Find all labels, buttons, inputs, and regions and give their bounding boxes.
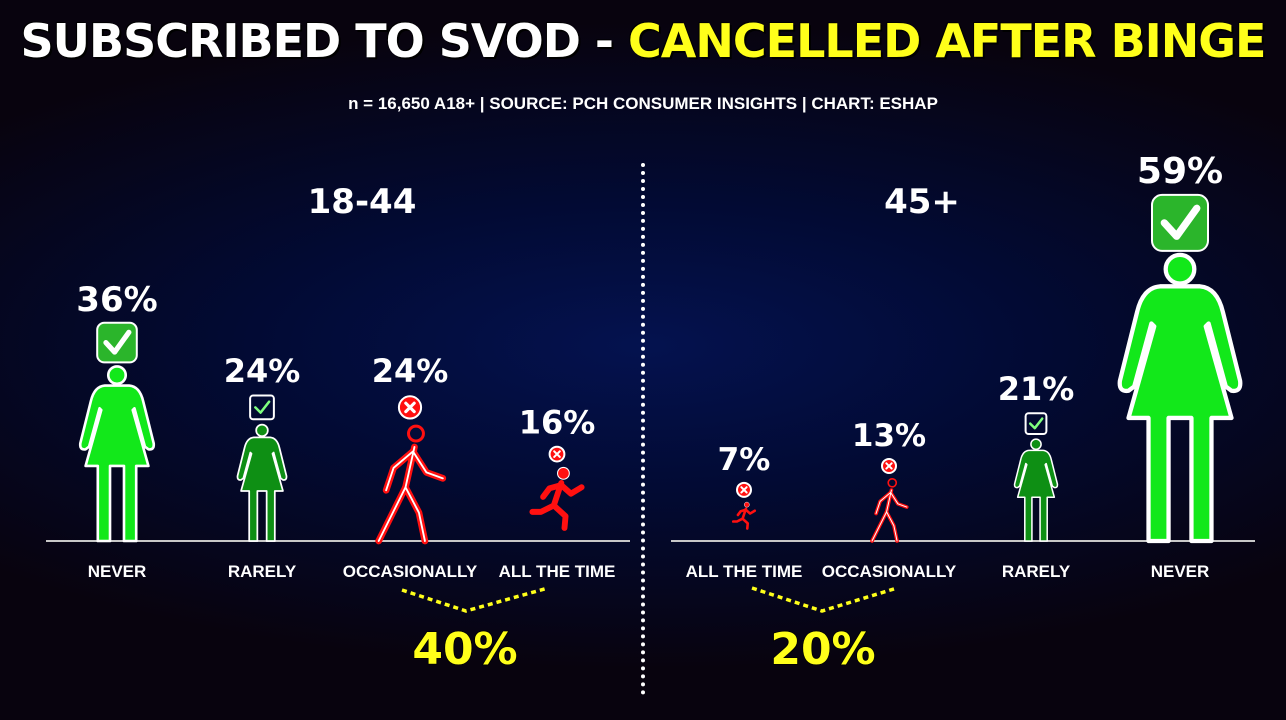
value-label: 16%	[519, 403, 596, 441]
category-label: OCCASIONALLY	[822, 562, 957, 581]
title-part-2: CANCELLED AFTER BINGE	[628, 14, 1266, 68]
value-label: 24%	[372, 352, 449, 390]
title-part-1: SUBSCRIBED TO SVOD -	[20, 14, 629, 68]
panel-title-45-plus: 45+	[884, 182, 960, 222]
cancel-icon	[881, 457, 897, 474]
category-label: NEVER	[88, 562, 147, 581]
category-label: RARELY	[228, 562, 297, 581]
value-label: 7%	[718, 442, 771, 478]
standing-person-icon	[78, 365, 156, 543]
bracket-total-label: 20%	[770, 624, 875, 675]
check-icon	[1151, 193, 1209, 252]
icon-mark-rarely: 24% RARELY	[224, 352, 301, 581]
chart-subtitle: n = 16,650 A18+ | SOURCE: PCH CONSUMER I…	[348, 94, 938, 113]
cancel-icon	[548, 445, 566, 463]
value-label: 21%	[998, 370, 1075, 408]
standing-person-icon	[236, 423, 288, 542]
value-label: 24%	[224, 352, 301, 390]
running-person-icon	[529, 466, 585, 531]
icon-mark-all-the-time: 7% ALL THE TIME	[686, 442, 803, 581]
icon-mark-rarely: 21% RARELY	[998, 370, 1075, 581]
standing-person-icon	[1013, 438, 1059, 542]
walking-person-icon	[375, 424, 447, 545]
cancel-icon	[397, 395, 423, 420]
bracket-total-label: 40%	[412, 624, 517, 675]
value-label: 59%	[1137, 151, 1223, 192]
panel-1: 7% ALL THE TIME 13% OCCASIONALLY 21% RARELY 59…	[671, 151, 1255, 676]
standing-person-icon	[1117, 252, 1243, 544]
icon-mark-occasionally: 24% OCCASIONALLY	[343, 352, 478, 581]
panel-0: 36% NEVER 24% RARELY 24% OCCASIONALLY 16% ALL T…	[46, 280, 630, 676]
check-outline-icon	[249, 394, 275, 421]
value-label: 13%	[852, 418, 926, 454]
category-label: OCCASIONALLY	[343, 562, 478, 581]
check-icon	[96, 321, 138, 364]
category-label: RARELY	[1002, 562, 1071, 581]
icon-mark-never: 36% NEVER	[76, 280, 157, 581]
category-label: ALL THE TIME	[686, 562, 803, 581]
icon-mark-occasionally: 13% OCCASIONALLY	[822, 418, 957, 581]
category-label: NEVER	[1151, 562, 1210, 581]
running-person-icon	[731, 501, 757, 530]
cancel-icon	[736, 481, 752, 498]
bracket-line	[751, 586, 898, 613]
icon-mark-all-the-time: 16% ALL THE TIME	[499, 403, 616, 581]
panel-title-18-44: 18-44	[307, 182, 417, 222]
check-outline-icon	[1024, 412, 1048, 435]
chart-title: SUBSCRIBED TO SVOD - CANCELLED AFTER BIN…	[0, 14, 1286, 68]
category-label: ALL THE TIME	[499, 562, 616, 581]
value-label: 36%	[76, 280, 157, 320]
panel-divider	[641, 163, 645, 695]
walking-person-icon	[870, 477, 909, 543]
bracket-line	[401, 586, 549, 613]
icon-mark-never: 59% NEVER	[1117, 151, 1243, 581]
